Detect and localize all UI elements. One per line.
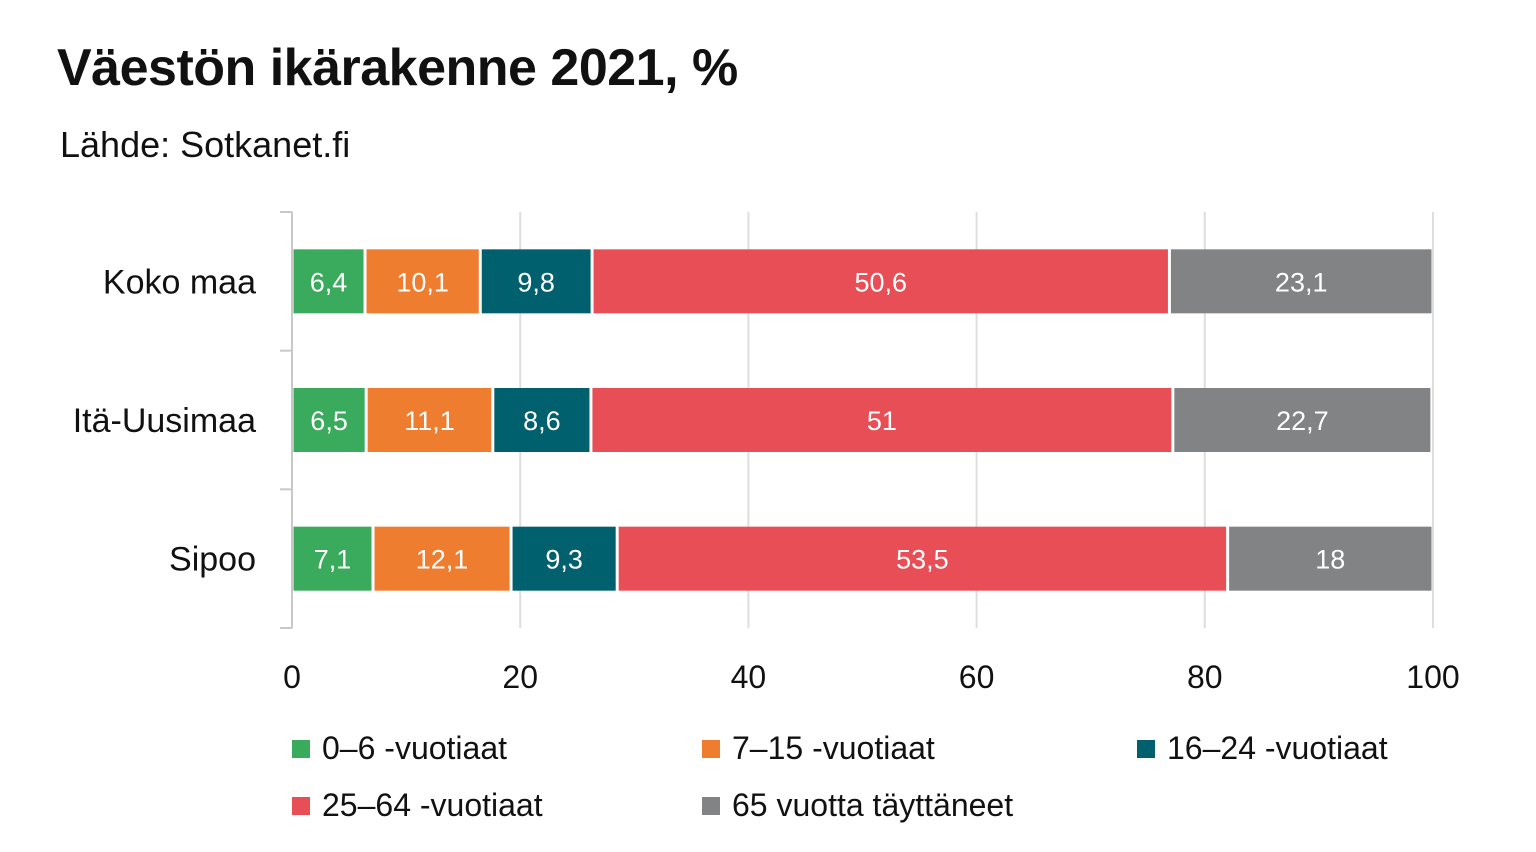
legend-item: 25–64 -vuotiaat [292, 787, 543, 824]
x-tick-label: 80 [1187, 659, 1223, 695]
x-tick-label: 60 [959, 659, 995, 695]
bar-segment [1229, 526, 1432, 591]
legend-label: 7–15 -vuotiaat [732, 730, 935, 766]
bars: 6,4 10,1 9,8 50,6 23,1 6,5 11,1 8,6 51 22,7 7,1 12,… [293, 249, 1432, 591]
data-label: 23,1 [1275, 267, 1328, 297]
legend-swatch [292, 796, 310, 815]
data-label: 6,5 [310, 406, 348, 436]
data-label: 9,8 [517, 267, 555, 297]
bar-segment [367, 388, 492, 452]
data-label: 12,1 [416, 545, 469, 575]
bar-segment [293, 526, 372, 591]
bar-segment [618, 526, 1227, 591]
data-label: 11,1 [404, 406, 455, 436]
stacked-bar-chart: 6,4 10,1 9,8 50,6 23,1 6,5 11,1 8,6 51 22,7 7,1 12,… [73, 211, 1460, 695]
data-label: 9,3 [545, 545, 583, 575]
x-tick-label: 100 [1406, 659, 1459, 695]
legend: 0–6 -vuotiaat 7–15 -vuotiaat 16–24 -vuotia… [292, 730, 1492, 840]
data-label: 18 [1315, 545, 1345, 575]
bar-segment [592, 388, 1172, 452]
bar-segment [374, 526, 510, 591]
bar-segment [366, 249, 479, 314]
legend-item: 16–24 -vuotiaat [1137, 730, 1388, 767]
legend-item: 0–6 -vuotiaat [292, 730, 507, 767]
category-labels: Koko maa Itä-Uusimaa Sipoo [73, 263, 256, 578]
data-label: 8,6 [523, 406, 561, 436]
bar-segment [593, 249, 1168, 314]
bar-segment [1174, 388, 1431, 452]
legend-item: 65 vuotta täyttäneet [702, 787, 1013, 824]
data-label: 10,1 [396, 267, 449, 297]
bar-segment [512, 526, 616, 591]
chart-title: Väestön ikärakenne 2021, % [57, 39, 738, 97]
x-tick-label: 40 [731, 659, 767, 695]
data-label: 7,1 [314, 545, 352, 575]
bar-segment [1170, 249, 1432, 314]
bar-segment [494, 388, 590, 452]
x-tick-label: 20 [502, 659, 538, 695]
legend-label: 16–24 -vuotiaat [1167, 730, 1388, 766]
data-label: 53,5 [896, 545, 949, 575]
legend-swatch [1137, 739, 1155, 758]
data-label: 6,4 [310, 267, 348, 297]
x-tick-label: 0 [283, 659, 301, 695]
bar-segment [293, 388, 365, 452]
data-label: 50,6 [854, 267, 907, 297]
category-label: Koko maa [103, 263, 256, 301]
legend-swatch [702, 796, 720, 815]
category-label: Itä-Uusimaa [73, 402, 256, 440]
bar-segment [293, 249, 364, 314]
chart-subtitle: Lähde: Sotkanet.fi [60, 124, 351, 165]
category-label: Sipoo [169, 541, 256, 579]
data-label: 22,7 [1276, 406, 1329, 436]
legend-swatch [292, 739, 310, 758]
legend-label: 0–6 -vuotiaat [322, 730, 508, 766]
bar-segment [481, 249, 591, 314]
x-tick-labels: 0 20 40 60 80 100 [283, 659, 1460, 695]
legend-item: 7–15 -vuotiaat [702, 730, 935, 767]
legend-label: 65 vuotta täyttäneet [732, 787, 1014, 823]
data-label: 51 [867, 406, 897, 436]
legend-label: 25–64 -vuotiaat [322, 787, 543, 823]
legend-swatch [702, 739, 720, 758]
